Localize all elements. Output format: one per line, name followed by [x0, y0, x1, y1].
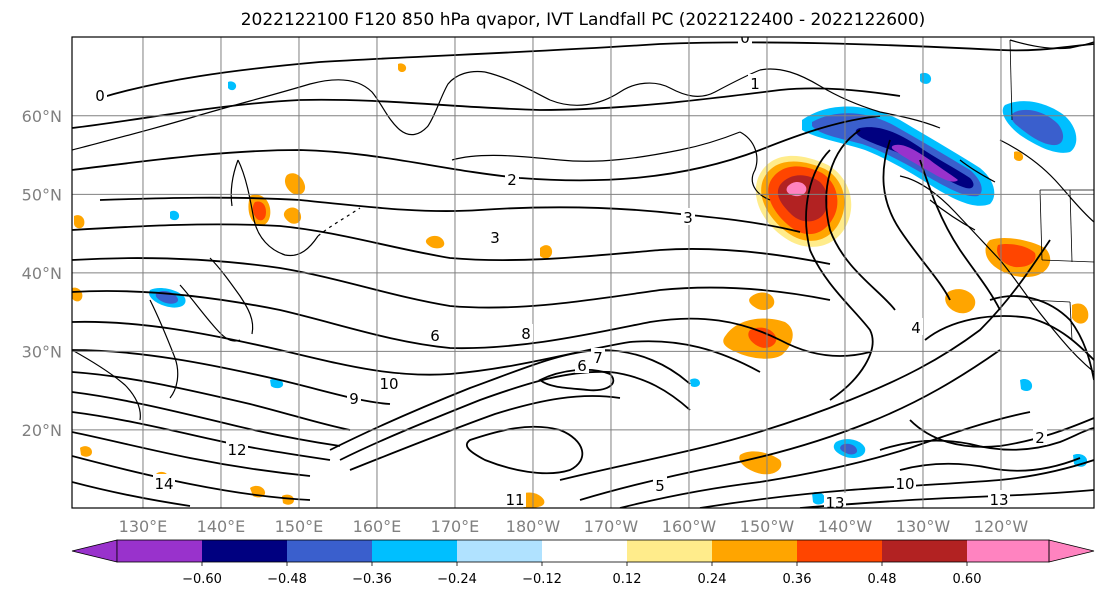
colorbar-segment	[542, 540, 627, 562]
anomaly-alaska-panhandle-peak	[891, 144, 958, 182]
colorbar-segment	[287, 540, 372, 562]
x-axis-ticks: 130°E 140°E 150°E 160°E 170°E 180°W 170°W 160°W…	[119, 517, 1029, 536]
x-tick-label: 130°E	[119, 517, 168, 536]
anomaly-gulf-of-alaska-max	[786, 181, 807, 197]
x-tick-label: 180°W	[506, 517, 561, 536]
anomaly-subtropical-north	[749, 292, 775, 310]
colorbar-frame	[116, 539, 1050, 563]
x-tick-label: 140°W	[818, 517, 873, 536]
colorbar-segment	[882, 540, 967, 562]
contour-label-8: 12	[227, 441, 246, 459]
x-tick-label: 170°E	[431, 517, 480, 536]
anomaly-spot-5	[739, 451, 782, 475]
colorbar-tick-label: −0.24	[437, 572, 477, 587]
x-tick-label: 170°W	[584, 517, 639, 536]
contour-label-6: 8	[521, 325, 531, 343]
x-tick-label: 160°W	[662, 517, 717, 536]
contour-label-9: 14	[154, 475, 173, 493]
colorbar-segment	[797, 540, 882, 562]
contour-label-19: 4	[911, 319, 921, 337]
anomaly-spot-10	[80, 446, 92, 457]
anomaly-kamchatka-core	[252, 201, 266, 221]
anomaly-subtropical-central-core	[748, 327, 777, 348]
anomaly-spot-8	[282, 494, 294, 505]
colorbar-tick-label: 0.24	[698, 572, 727, 587]
anomaly-spot-3	[1072, 303, 1089, 324]
qvapor-shading	[72, 63, 1089, 508]
contour-label-20: 0	[95, 87, 105, 105]
x-tick-label: 160°E	[353, 517, 402, 536]
contour-label-0: 0	[740, 29, 750, 47]
anomaly-ca-coast	[945, 289, 976, 314]
contour-label-11: 7	[593, 349, 603, 367]
colorbar-segment	[967, 540, 1049, 562]
colorbar-segment	[457, 540, 542, 562]
contour-label-4: 3	[490, 229, 500, 247]
colorbar-segment	[117, 540, 202, 562]
colorbar-extend-high	[1048, 539, 1095, 563]
colorbar-extend-low	[71, 539, 118, 563]
anomaly-spot-1	[540, 245, 553, 259]
contour-labels: 0 1 2 3 3 6 8 10 12 14 9 7 6 5 11 13 10 …	[93, 29, 1047, 512]
contour-label-12: 6	[577, 357, 587, 375]
chart-title: 2022122100 F120 850 hPa qvapor, IVT Land…	[241, 10, 926, 30]
y-tick-label: 60°N	[22, 107, 62, 126]
x-tick-label: 150°E	[275, 517, 324, 536]
contour-label-15: 13	[825, 494, 844, 512]
contour-label-16: 10	[895, 475, 914, 493]
anomaly-nw-coast-core	[997, 243, 1036, 268]
map-frame	[71, 36, 1095, 509]
anomaly-neg-spot-5	[170, 210, 180, 221]
x-tick-label: 130°W	[896, 517, 951, 536]
anomaly-hokkaido	[283, 207, 302, 224]
colorbar-tick-label: 0.12	[613, 572, 642, 587]
anomaly-neg-spot-2	[1020, 378, 1033, 392]
y-tick-label: 40°N	[22, 264, 62, 283]
colorbar-segment	[372, 540, 457, 562]
colorbar-tick-label: 0.48	[868, 572, 897, 587]
x-tick-label: 150°W	[740, 517, 795, 536]
y-tick-label: 50°N	[22, 185, 62, 204]
colorbar-tick-label: 0.36	[783, 572, 812, 587]
anomaly-nw-canada-core	[1011, 109, 1064, 146]
colorbar-segment	[202, 540, 287, 562]
colorbar-tick-label: −0.12	[522, 572, 562, 587]
y-tick-label: 30°N	[22, 342, 62, 361]
colorbar-tick-label: −0.36	[352, 572, 392, 587]
anomaly-japan-sea	[425, 235, 445, 249]
political-borders	[1009, 39, 1094, 341]
colorbar-tick-label: 0.60	[953, 572, 982, 587]
anomaly-okhotsk	[284, 173, 306, 195]
colorbar: −0.60 −0.48 −0.36 −0.24 −0.12 0.12 0.24 0.36 0.4…	[71, 539, 1095, 587]
contour-label-13: 5	[655, 477, 665, 495]
anomaly-neg-spot-3	[690, 378, 700, 387]
contour-label-18: 2	[1035, 429, 1045, 447]
contour-label-14: 11	[505, 491, 524, 509]
contour-label-5: 6	[430, 327, 440, 345]
contour-label-10: 9	[349, 390, 359, 408]
colorbar-segment	[712, 540, 797, 562]
y-tick-label: 20°N	[22, 421, 62, 440]
colorbar-tick-label: −0.48	[267, 572, 307, 587]
contour-label-1: 1	[750, 75, 760, 93]
contour-label-7: 10	[379, 375, 398, 393]
colorbar-tick-label: −0.60	[182, 572, 222, 587]
x-tick-label: 120°W	[974, 517, 1029, 536]
graticule	[72, 37, 1094, 508]
anomaly-neg-spot-6	[228, 81, 237, 91]
anomaly-spot-12	[1014, 151, 1024, 161]
y-axis-ticks: 20°N 30°N 40°N 50°N 60°N	[22, 107, 62, 440]
contour-label-17: 13	[989, 491, 1008, 509]
x-tick-label: 140°E	[197, 517, 246, 536]
anomaly-spot-4	[74, 215, 85, 229]
contour-label-3: 3	[683, 209, 693, 227]
contour-label-2: 2	[507, 171, 517, 189]
map-panel: 0 1 2 3 3 6 8 10 12 14 9 7 6 5 11 13 10 …	[72, 29, 1094, 512]
colorbar-segment	[627, 540, 712, 562]
anomaly-neg-spot-8	[812, 491, 826, 505]
anomaly-central-subtropics-core	[840, 443, 858, 455]
anomaly-neg-spot-4	[270, 378, 284, 389]
anomaly-spot-11	[398, 63, 407, 72]
